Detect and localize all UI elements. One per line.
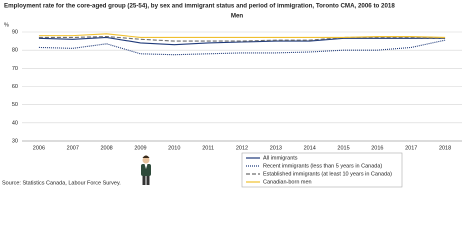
y-axis-label: % xyxy=(4,22,9,28)
chart-subtitle: Men xyxy=(231,13,244,20)
y-tick-label: 90 xyxy=(12,29,18,35)
x-tick-label: 2008 xyxy=(100,145,112,151)
legend-label: All immigrants xyxy=(263,155,298,161)
y-tick-label: 30 xyxy=(12,138,18,144)
x-tick-label: 2010 xyxy=(168,145,180,151)
y-tick-label: 50 xyxy=(12,102,18,108)
legend-box xyxy=(241,152,403,188)
x-tick-label: 2018 xyxy=(439,145,451,151)
legend-label: Established immigrants (at least 10 year… xyxy=(263,171,392,177)
y-tick-label: 40 xyxy=(12,120,18,126)
series-line xyxy=(38,35,446,42)
x-tick-label: 2015 xyxy=(337,145,349,151)
legend-label: Recent immigrants (less than 5 years in … xyxy=(263,163,382,169)
series-line xyxy=(38,36,446,46)
chart-title: Employment rate for the core-aged group … xyxy=(4,3,395,10)
x-tick-label: 2009 xyxy=(134,145,146,151)
legend-label: Canadian-born men xyxy=(263,179,312,185)
source-note: Source: Statistics Canada, Labour Force … xyxy=(2,180,121,186)
y-tick-label: 70 xyxy=(12,66,18,72)
x-tick-label: 2017 xyxy=(405,145,417,151)
y-tick-label: 80 xyxy=(12,48,18,54)
x-tick-label: 2012 xyxy=(236,145,248,151)
person-icon xyxy=(141,155,151,185)
series-line xyxy=(38,39,446,56)
x-tick-label: 2014 xyxy=(304,145,316,151)
x-tick-label: 2007 xyxy=(67,145,79,151)
x-tick-label: 2006 xyxy=(33,145,45,151)
x-tick-label: 2011 xyxy=(202,145,214,151)
x-tick-label: 2013 xyxy=(270,145,282,151)
chart: Employment rate for the core-aged group … xyxy=(2,3,462,188)
y-tick-label: 60 xyxy=(12,84,18,90)
x-tick-label: 2016 xyxy=(371,145,383,151)
series-line xyxy=(38,33,446,39)
